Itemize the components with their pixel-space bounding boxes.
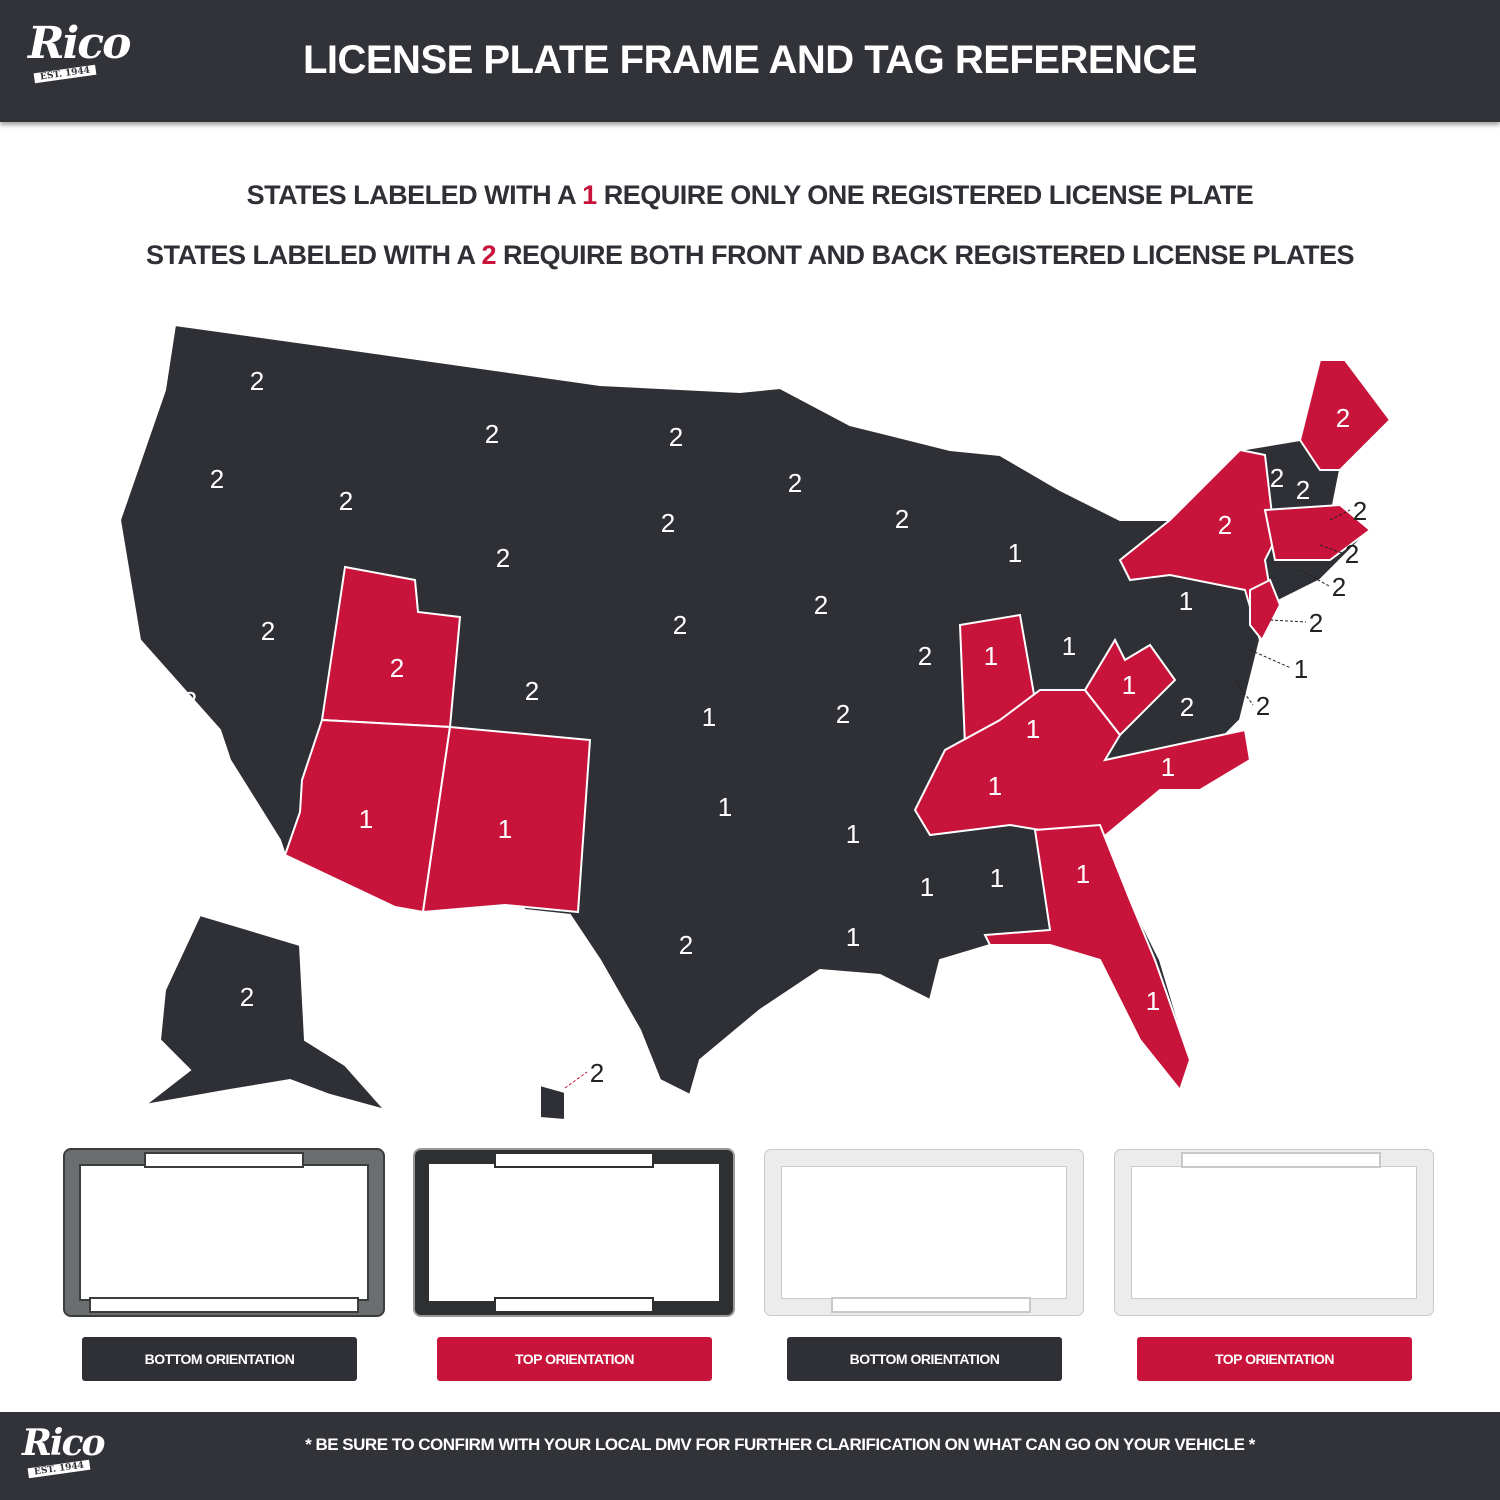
page-title-text: LICENSE PLATE FRAME AND TAG REFERENCE — [302, 38, 1198, 82]
state-plate-count-label: 2 — [1332, 572, 1346, 602]
state-plate-count-label: 2 — [1353, 496, 1367, 526]
state-plate-count-label: 1 — [498, 814, 512, 844]
state-plate-count-label: 1 — [846, 922, 860, 952]
state-plate-count-label: 1 — [1161, 752, 1175, 782]
frame-label-text: TOP ORIENTATION — [514, 1351, 635, 1367]
callout-line — [1299, 569, 1330, 587]
frame-label: TOP ORIENTATION — [437, 1337, 712, 1381]
new-mexico-shape — [421, 725, 592, 914]
maine-shape — [1298, 359, 1392, 471]
state-plate-count-label: 1 — [359, 804, 373, 834]
state-plate-count-label: 2 — [590, 1058, 604, 1088]
state-plate-count-label: 1 — [846, 819, 860, 849]
callout-line — [1249, 649, 1292, 669]
state-plate-count-label: 2 — [895, 504, 909, 534]
state-plate-count-label: 1 — [920, 872, 934, 902]
header-bar: Rico EST. 1944 LICENSE PLATE FRAME AND T… — [0, 0, 1500, 122]
state-plate-count-label: 2 — [673, 610, 687, 640]
frame-chrome — [415, 1150, 733, 1315]
frame-label-text: TOP ORIENTATION — [1214, 1351, 1335, 1367]
state-plate-count-label: 2 — [525, 676, 539, 706]
rico-logo: Rico EST. 1944 — [28, 18, 131, 84]
state-plate-count-label: 1 — [1294, 654, 1308, 684]
legend-text: STATES LABELED WITH A — [145, 240, 482, 270]
callout-line — [1319, 544, 1343, 554]
state-plate-count-label: 2 — [1296, 475, 1310, 505]
state-plate-count-label: 1 — [1146, 986, 1160, 1016]
frame-label: TOP ORIENTATION — [1137, 1337, 1412, 1381]
frame-label: BOTTOM ORIENTATION — [787, 1337, 1062, 1381]
state-plate-count-label: 2 — [339, 486, 353, 516]
legend-line-1: STATES LABELED WITH A 1 REQUIRE ONLY ONE… — [100, 178, 1400, 212]
frame-dark-metal — [65, 1150, 383, 1315]
legend-text: STATES LABELED WITH A — [246, 180, 583, 210]
state-plate-count-label: 2 — [814, 590, 828, 620]
disclaimer-text: * BE SURE TO CONFIRM WITH YOUR LOCAL DMV… — [305, 1435, 1255, 1454]
rico-logo-footer: Rico EST. 1944 — [22, 1422, 106, 1479]
state-plate-count-label: 2 — [679, 930, 693, 960]
state-plate-count-label: 1 — [1008, 538, 1022, 568]
legend-text: REQUIRE ONLY ONE REGISTERED LICENSE PLAT… — [596, 180, 1254, 210]
state-plate-count-label: 1 — [988, 771, 1002, 801]
southern-new-england-shape — [1263, 503, 1372, 561]
frame-label-text: BOTTOM ORIENTATION — [144, 1351, 295, 1367]
state-plate-count-label: 1 — [1122, 670, 1136, 700]
state-plate-count-label: 1 — [984, 641, 998, 671]
state-plate-count-label: 2 — [1345, 539, 1359, 569]
callout-line — [1234, 679, 1254, 706]
page-title: LICENSE PLATE FRAME AND TAG REFERENCE — [200, 36, 1300, 84]
state-plate-count-label: 1 — [718, 792, 732, 822]
state-plate-count-label: 2 — [836, 699, 850, 729]
state-plate-count-label: 1 — [702, 702, 716, 732]
state-plate-count-label: 2 — [788, 468, 802, 498]
state-plate-count-label: 2 — [240, 982, 254, 1012]
footer-bar: Rico EST. 1944 * BE SURE TO CONFIRM WITH… — [0, 1412, 1500, 1500]
state-plate-count-label: 2 — [1336, 403, 1350, 433]
state-plate-count-label: 1 — [990, 863, 1004, 893]
state-plate-count-label: 2 — [390, 653, 404, 683]
hawaii-shape — [539, 1083, 566, 1122]
west-virginia-shape — [1083, 637, 1177, 737]
state-plate-count-label: 2 — [1270, 463, 1284, 493]
state-plate-count-label: 1 — [1179, 586, 1193, 616]
georgia-florida-shape — [983, 823, 1192, 1093]
state-plate-count-label: 2 — [1309, 608, 1323, 638]
new-jersey-shape — [1249, 578, 1282, 642]
state-plate-count-label: 1 — [1026, 714, 1040, 744]
state-plate-count-label: 1 — [1138, 814, 1152, 844]
state-plate-count-label: 2 — [485, 419, 499, 449]
logo-text: Rico — [22, 1422, 106, 1464]
state-plate-count-label: 1 — [1062, 631, 1076, 661]
logo-text: Rico — [28, 18, 131, 69]
state-plate-count-label: 1 — [1076, 859, 1090, 889]
state-plate-count-label: 2 — [261, 616, 275, 646]
state-plate-count-label: 2 — [183, 686, 197, 716]
state-plate-count-label: 2 — [661, 508, 675, 538]
state-plate-count-label: 2 — [250, 366, 264, 396]
state-plate-count-label: 2 — [669, 422, 683, 452]
legend-line-2: STATES LABELED WITH A 2 REQUIRE BOTH FRO… — [100, 238, 1400, 272]
disclaimer: * BE SURE TO CONFIRM WITH YOUR LOCAL DMV… — [180, 1434, 1380, 1456]
state-plate-count-label: 2 — [1180, 692, 1194, 722]
state-plate-count-label: 2 — [1218, 510, 1232, 540]
state-plate-count-label: 2 — [496, 543, 510, 573]
alaska-shape — [144, 913, 388, 1112]
legend-number: 1 — [582, 180, 597, 210]
legend-text: REQUIRE BOTH FRONT AND BACK REGISTERED L… — [495, 240, 1355, 270]
state-plate-count-label: 2 — [918, 641, 932, 671]
legend-number: 2 — [481, 240, 496, 270]
state-plate-count-label: 2 — [1256, 691, 1270, 721]
contiguous-us-shape — [118, 323, 1392, 1097]
state-plate-count-label: 2 — [210, 464, 224, 494]
frame-label-text: BOTTOM ORIENTATION — [849, 1351, 1000, 1367]
callout-line — [1329, 509, 1351, 521]
callout-line — [1269, 619, 1307, 623]
callout-line — [564, 1071, 588, 1089]
frame-white-top — [1115, 1150, 1433, 1315]
frame-label: BOTTOM ORIENTATION — [82, 1337, 357, 1381]
frame-white-bottom — [765, 1150, 1083, 1315]
